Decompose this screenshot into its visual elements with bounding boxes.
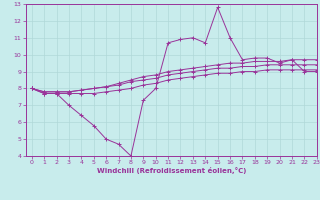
X-axis label: Windchill (Refroidissement éolien,°C): Windchill (Refroidissement éolien,°C) [97,167,246,174]
